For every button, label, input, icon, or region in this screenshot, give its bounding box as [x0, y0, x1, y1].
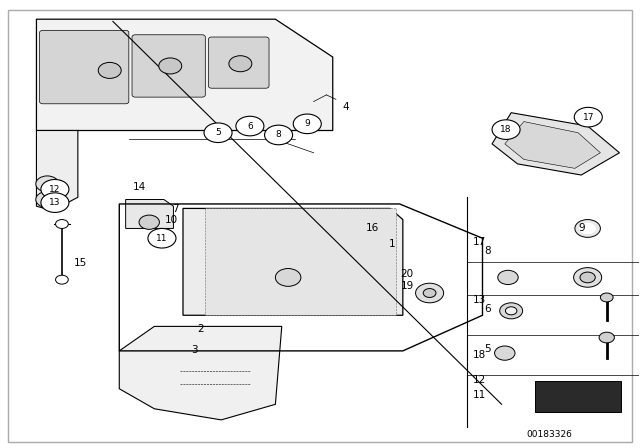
Text: 6: 6 [247, 121, 253, 130]
Text: 00183326: 00183326 [527, 430, 572, 439]
Text: 3: 3 [191, 345, 198, 354]
Circle shape [492, 120, 520, 139]
Circle shape [36, 191, 59, 207]
Text: 15: 15 [74, 258, 86, 268]
Polygon shape [119, 327, 282, 420]
Text: 6: 6 [484, 304, 490, 314]
Circle shape [275, 268, 301, 286]
Text: 11: 11 [156, 234, 168, 243]
Circle shape [56, 220, 68, 228]
Circle shape [498, 270, 518, 284]
Text: 12: 12 [49, 185, 61, 194]
Circle shape [229, 56, 252, 72]
FancyBboxPatch shape [40, 30, 129, 104]
Circle shape [423, 289, 436, 297]
Text: 13: 13 [49, 198, 61, 207]
Text: 4: 4 [342, 102, 349, 112]
Circle shape [99, 62, 121, 78]
Text: 14: 14 [132, 182, 146, 193]
Text: 5: 5 [215, 128, 221, 137]
Circle shape [599, 332, 614, 343]
Text: 17: 17 [582, 112, 594, 122]
Circle shape [159, 58, 182, 74]
Circle shape [264, 125, 292, 145]
Polygon shape [36, 130, 78, 211]
Text: 18: 18 [500, 125, 512, 134]
Circle shape [36, 176, 59, 192]
Text: 13: 13 [473, 295, 486, 305]
FancyBboxPatch shape [132, 35, 205, 97]
Circle shape [500, 303, 523, 319]
Circle shape [204, 123, 232, 142]
Circle shape [56, 275, 68, 284]
Text: 5: 5 [484, 344, 490, 353]
Text: 16: 16 [366, 223, 379, 233]
Text: 9: 9 [305, 119, 310, 128]
Text: 18: 18 [473, 350, 486, 360]
Text: 12: 12 [473, 375, 486, 385]
Circle shape [41, 180, 69, 199]
Text: 20: 20 [400, 269, 413, 279]
Polygon shape [125, 199, 173, 228]
Circle shape [41, 193, 69, 212]
Text: 7: 7 [172, 204, 179, 214]
Text: 17: 17 [473, 237, 486, 247]
Polygon shape [505, 121, 600, 168]
Text: 10: 10 [165, 215, 179, 225]
Circle shape [580, 272, 595, 283]
Circle shape [506, 307, 517, 315]
Polygon shape [183, 208, 403, 315]
Text: 8: 8 [276, 130, 282, 139]
Circle shape [236, 116, 264, 136]
Text: 19: 19 [401, 281, 414, 291]
Text: 9: 9 [578, 224, 585, 233]
FancyBboxPatch shape [209, 37, 269, 88]
Polygon shape [492, 113, 620, 175]
Circle shape [575, 220, 600, 237]
Text: 8: 8 [484, 246, 490, 256]
Text: 1: 1 [389, 239, 396, 249]
Circle shape [495, 346, 515, 360]
FancyBboxPatch shape [536, 381, 621, 412]
Circle shape [573, 267, 602, 287]
Polygon shape [36, 19, 333, 130]
Circle shape [579, 223, 596, 234]
Circle shape [574, 108, 602, 127]
Circle shape [139, 215, 159, 229]
Text: 11: 11 [473, 390, 486, 401]
Circle shape [415, 283, 444, 303]
Circle shape [148, 228, 176, 248]
Text: 2: 2 [198, 323, 204, 334]
Circle shape [293, 114, 321, 134]
Circle shape [600, 293, 613, 302]
Polygon shape [205, 208, 396, 315]
